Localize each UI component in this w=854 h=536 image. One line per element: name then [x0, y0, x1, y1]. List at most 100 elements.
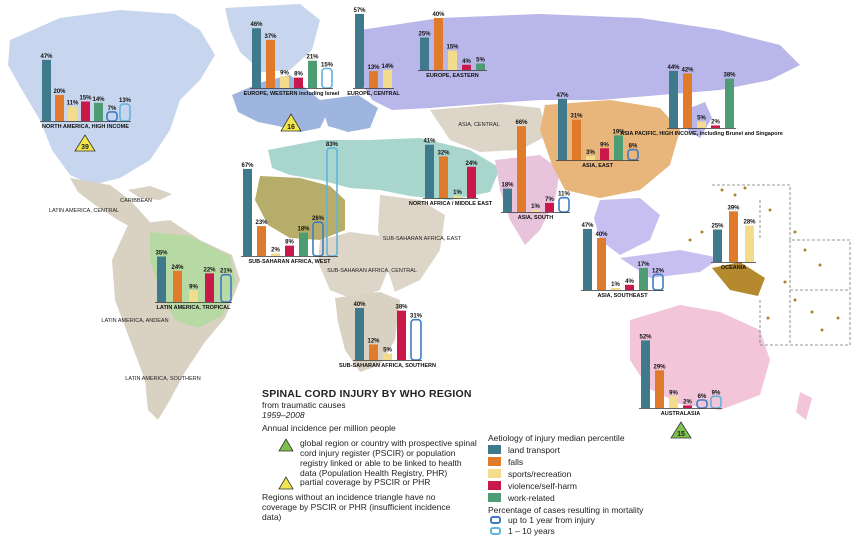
bar-value-label: 47%	[40, 54, 53, 60]
region-name-label: AUSTRALASIA	[661, 411, 700, 417]
triangle-australasia: 15	[670, 421, 692, 439]
swatch-land-transport	[488, 445, 501, 454]
landmass-layer	[8, 4, 812, 420]
bar-value-label: 2%	[683, 399, 692, 405]
bar-value-label: 57%	[353, 8, 366, 14]
region-2-bars: 57% 13% 14% EUROPE, CENTRAL	[347, 8, 400, 97]
bar-sports-recreation	[531, 210, 540, 212]
label-violence: violence/self-harm	[508, 481, 577, 491]
bar-value-label: 32%	[437, 150, 450, 156]
map-label-asia-central: ASIA, CENTRAL	[458, 122, 499, 128]
region-7-bars: 18% 66% 1% 7% 11% ASIA, SOUTH	[501, 120, 570, 221]
ring-1-10-years-icon	[490, 527, 501, 535]
bar-value-label: 4%	[462, 59, 471, 65]
bar-value-label: 38%	[723, 73, 736, 79]
bar-value-label: 14%	[381, 64, 394, 70]
bar-sports-recreation	[745, 225, 754, 262]
bar-violence-self-harm	[625, 284, 634, 290]
bar-violence-self-harm	[683, 405, 692, 408]
bar-value-label: 1%	[611, 282, 620, 288]
mortality-value-label: 6%	[698, 394, 707, 400]
bar-land-transport	[157, 256, 166, 302]
bar-value-label: 18%	[297, 227, 310, 233]
bar-value-label: 1%	[531, 204, 540, 210]
bar-sports-recreation	[383, 69, 392, 88]
bar-land-transport	[503, 188, 512, 212]
bar-violence-self-harm	[205, 273, 214, 302]
bar-value-label: 15%	[446, 45, 459, 51]
bar-falls	[257, 226, 266, 256]
bar-value-label: 42%	[681, 67, 694, 73]
label-work: work-related	[508, 493, 555, 503]
region-name-label: LATIN AMERICA, TROPICAL	[157, 305, 232, 311]
bar-value-label: 31%	[570, 114, 583, 120]
bar-value-label: 2%	[711, 119, 720, 125]
bar-falls	[55, 95, 64, 121]
svg-text:16: 16	[287, 124, 295, 131]
region-11-bars: 35% 24% 9% 22% 21% LATIN AMERICA, TROPICAL	[155, 251, 233, 311]
bar-violence-self-harm	[294, 77, 303, 88]
bar-violence-self-harm	[467, 166, 476, 198]
region-name-label: ASIA, SOUTH	[518, 215, 553, 221]
bar-value-label: 9%	[600, 142, 609, 148]
mortality-ring-1-year	[312, 221, 324, 257]
bar-sports-recreation	[453, 196, 462, 198]
bar-violence-self-harm	[711, 125, 720, 128]
bar-falls	[655, 370, 664, 408]
mortality-ring-1-year	[410, 318, 422, 361]
bar-value-label: 11%	[67, 101, 79, 107]
bar-value-label: 25%	[418, 32, 431, 38]
bar-value-label: 47%	[556, 93, 569, 99]
mortality-value-label: 26%	[312, 216, 325, 222]
swatch-falls	[488, 457, 501, 466]
bar-falls	[434, 18, 443, 70]
bar-land-transport	[252, 28, 261, 88]
bar-value-label: 37%	[264, 34, 277, 40]
mortality-value-label: 11%	[558, 192, 570, 198]
bar-falls	[439, 156, 448, 198]
mortality-ring-1-year	[106, 111, 118, 122]
region-6-bars: 41%32% 1% 24% NORTH AFRICA / MIDDLE EAST	[409, 139, 493, 207]
bar-work-related	[614, 135, 623, 160]
region-name-label: NORTH AMERICA, HIGH INCOME	[42, 124, 129, 130]
region-4-bars: 44% 42% 5% 2% 38% ASIA PACIFIC, HIGH INCOME, …	[620, 65, 783, 137]
region-name-label: ASIA, SOUTHEAST	[597, 293, 648, 299]
bar-value-label: 67%	[241, 163, 254, 169]
bar-sports-recreation	[669, 396, 678, 408]
label-up-to-1-year: up to 1 year from injury	[508, 515, 595, 525]
incidence-heading: Annual incidence per million people	[262, 423, 396, 433]
bar-land-transport	[641, 340, 650, 408]
svg-text:39: 39	[81, 144, 89, 151]
bar-sports-recreation	[586, 156, 595, 160]
bar-value-label: 18%	[501, 183, 514, 189]
bar-value-label: 24%	[465, 161, 478, 167]
bar-value-label: 35%	[155, 251, 168, 257]
bar-value-label: 8%	[294, 72, 303, 78]
bar-value-label: 22%	[203, 267, 216, 273]
mortality-ring-1-year	[627, 148, 639, 161]
bar-sports-recreation	[697, 121, 706, 128]
region-9-bars: 47%40% 1% 4% 17%12% ASIA, SOUTHEAST	[581, 223, 665, 299]
mortality-ring-10-years	[119, 103, 131, 122]
bar-value-label: 39%	[727, 205, 740, 211]
swatch-violence	[488, 481, 501, 490]
bar-sports-recreation	[448, 50, 457, 70]
bar-land-transport	[42, 59, 51, 121]
bar-value-label: 9%	[280, 70, 289, 76]
bar-value-label: 5%	[383, 348, 392, 354]
mortality-ring-10-years	[326, 147, 338, 257]
bar-value-label: 24%	[171, 265, 184, 271]
bar-falls	[683, 73, 692, 128]
mortality-ring-10-years	[710, 395, 722, 409]
bar-work-related	[308, 60, 317, 88]
map-label-ssa-central: SUB-SAHARAN AFRICA, CENTRAL	[327, 268, 417, 274]
bar-falls	[572, 119, 581, 160]
ring-up-to-1-year-icon	[490, 516, 501, 524]
mortality-ring-1-year	[558, 196, 570, 213]
mortality-value-label: 15%	[321, 63, 334, 69]
label-land-transport: land transport	[508, 445, 560, 455]
bar-falls	[369, 344, 378, 360]
bar-value-label: 29%	[653, 364, 666, 370]
bar-falls	[369, 71, 378, 88]
bar-land-transport	[558, 98, 567, 160]
